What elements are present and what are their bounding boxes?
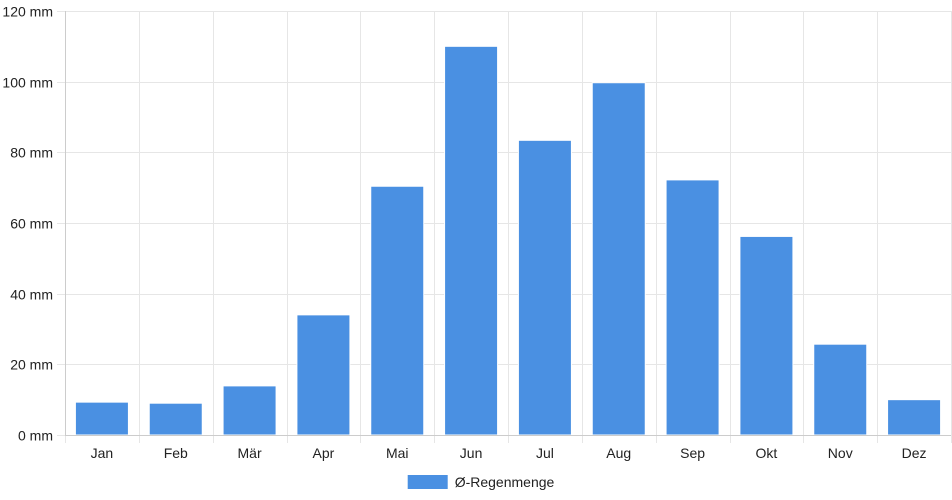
legend[interactable]: Ø-Regenmenge [407, 474, 555, 490]
axis-layer: 0 mm 20 mm 40 mm 60 mm 80 mm 100 mm 120 mm Jan F… [2, 4, 951, 461]
x-tick-label: Jan [91, 445, 114, 461]
x-tick-label: Okt [756, 445, 778, 461]
x-tick-label: Jun [460, 445, 483, 461]
y-tick-label: 40 mm [10, 287, 53, 303]
bar-aug[interactable] [591, 82, 646, 436]
bar-feb[interactable] [148, 402, 203, 436]
bar-sep[interactable] [665, 179, 720, 436]
y-tick-label: 0 mm [18, 428, 53, 444]
bar-dez[interactable] [887, 399, 942, 436]
x-tick-label: Mai [386, 445, 409, 461]
y-tick-label: 80 mm [10, 145, 53, 161]
x-tick-label: Jul [536, 445, 554, 461]
bar-mär[interactable] [222, 385, 277, 436]
bars-layer [74, 45, 942, 436]
x-tick-label: Dez [902, 445, 927, 461]
y-tick-label: 100 mm [2, 75, 53, 91]
x-tick-label: Sep [680, 445, 705, 461]
x-tick-label: Apr [313, 445, 335, 461]
y-tick-label: 120 mm [2, 4, 53, 20]
x-tick-label: Aug [606, 445, 631, 461]
bar-apr[interactable] [296, 314, 351, 436]
bar-jul[interactable] [517, 139, 572, 436]
y-tick-label: 60 mm [10, 216, 53, 232]
bar-jun[interactable] [444, 45, 499, 436]
bar-okt[interactable] [739, 235, 794, 436]
legend-label[interactable]: Ø-Regenmenge [455, 474, 555, 490]
bar-mai[interactable] [370, 185, 425, 436]
bar-jan[interactable] [74, 401, 129, 436]
grid-layer [57, 11, 952, 443]
x-tick-label: Feb [164, 445, 188, 461]
x-tick-label: Mär [238, 445, 262, 461]
legend-swatch[interactable] [407, 475, 448, 489]
y-tick-label: 20 mm [10, 357, 53, 373]
x-tick-label: Nov [828, 445, 853, 461]
bar-nov[interactable] [813, 343, 868, 436]
